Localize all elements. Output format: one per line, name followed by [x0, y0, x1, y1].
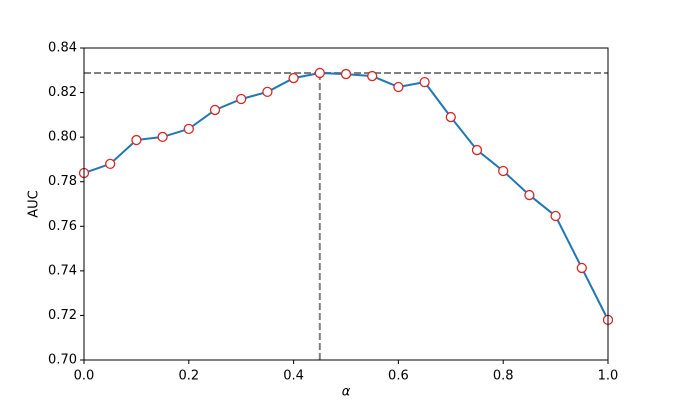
marker: [471, 144, 483, 156]
y-tick-label: 0.82: [48, 85, 77, 100]
marker: [183, 123, 194, 135]
marker: [393, 81, 404, 93]
x-tick-label: 0.6: [388, 369, 409, 384]
x-axis-label: α: [342, 385, 351, 400]
marker: [236, 93, 247, 105]
x-tick-label: 0.8: [493, 369, 514, 384]
marker: [288, 72, 299, 84]
marker: [367, 70, 378, 82]
x-tick-label: 0.2: [178, 369, 199, 384]
marker: [550, 210, 561, 222]
y-tick-label: 0.84: [48, 41, 77, 56]
y-tick-label: 0.72: [48, 308, 77, 323]
marker: [157, 131, 168, 143]
marker: [262, 86, 273, 98]
y-tick-label: 0.74: [48, 263, 77, 278]
marker: [419, 76, 430, 88]
marker: [314, 67, 325, 79]
marker: [576, 262, 587, 274]
y-tick-label: 0.70: [48, 353, 77, 368]
x-tick-label: 1.0: [598, 369, 619, 384]
marker: [445, 111, 456, 123]
y-tick-label: 0.80: [48, 130, 77, 145]
marker: [524, 189, 535, 201]
marker: [498, 165, 509, 177]
marker: [209, 104, 221, 116]
y-tick-label: 0.78: [48, 174, 77, 189]
y-axis-label: AUC: [27, 190, 42, 218]
marker: [105, 158, 116, 170]
marker: [340, 68, 352, 80]
marker: [131, 134, 142, 146]
plot-frame: [83, 47, 609, 361]
x-tick-label: 0.0: [74, 369, 95, 384]
y-tick-label: 0.76: [48, 219, 77, 234]
x-tick-label: 0.4: [283, 369, 304, 384]
